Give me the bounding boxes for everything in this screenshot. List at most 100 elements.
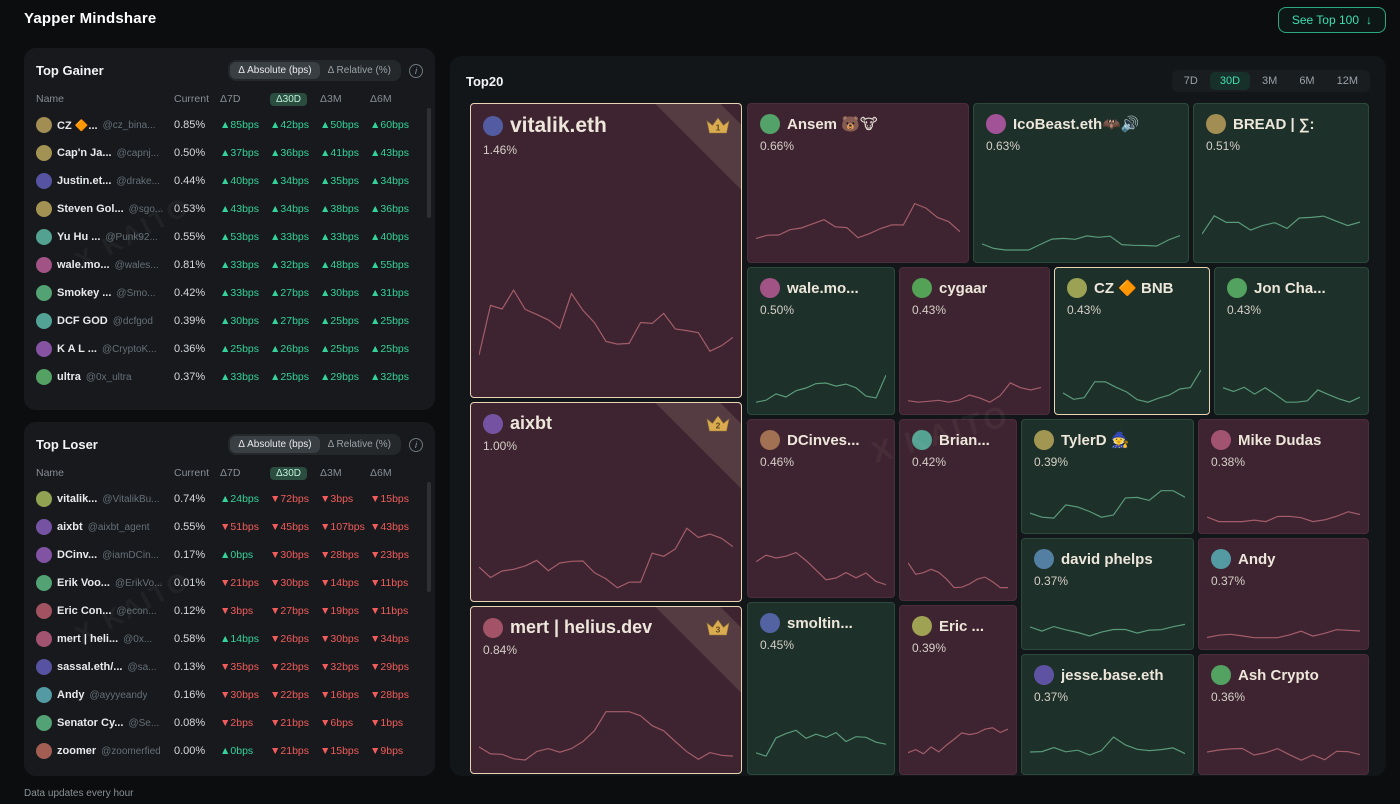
treemap-cell[interactable]: TylerD 🧙 0.39% <box>1021 419 1194 534</box>
row-delta-3m: ▼107bps <box>320 521 365 533</box>
row-delta-3m: ▼15bps <box>320 745 360 757</box>
cell-name: smoltin... <box>787 614 853 632</box>
treemap-cell[interactable]: aixbt 2 1.00% <box>470 402 742 602</box>
row-handle: @0x_ultra <box>85 371 132 383</box>
avatar <box>36 117 52 133</box>
treemap-cell[interactable]: jesse.base.eth 0.37% <box>1021 654 1194 775</box>
range-button[interactable]: 7D <box>1174 72 1208 90</box>
avatar <box>912 616 932 636</box>
avatar <box>36 313 52 329</box>
treemap-cell[interactable]: smoltin... 0.45% <box>747 602 895 775</box>
row-delta-6m: ▲25bps <box>370 343 410 355</box>
column-30d-pill[interactable]: Δ30D <box>270 467 308 480</box>
toggle-relative[interactable]: Δ Relative (%) <box>320 62 399 79</box>
table-row[interactable]: Senator Cy... @Se... 0.08% ▼2bps ▼21bps … <box>24 709 435 737</box>
table-row[interactable]: CZ 🔶... @cz_bina... 0.85% ▲85bps ▲42bps … <box>24 111 435 139</box>
table-row[interactable]: Eric Con... @econ... 0.12% ▼3bps ▼27bps … <box>24 597 435 625</box>
row-delta-6m: ▲60bps <box>370 119 410 131</box>
row-delta-7d: ▼51bps <box>220 521 260 533</box>
table-row[interactable]: Justin.et... @drake... 0.44% ▲40bps ▲34b… <box>24 167 435 195</box>
row-handle: @zoomerfied <box>101 745 161 757</box>
info-icon[interactable]: i <box>409 437 423 452</box>
row-delta-3m: ▲33bps <box>320 231 360 243</box>
treemap-cell[interactable]: Ash Crypto 0.36% <box>1198 654 1369 775</box>
see-top-100-button[interactable]: See Top 100 ↓ <box>1277 7 1386 33</box>
table-row[interactable]: zoomer @zoomerfied 0.00% ▲0bps ▼21bps ▼1… <box>24 737 435 765</box>
row-delta-7d: ▲14bps <box>220 633 260 645</box>
table-row[interactable]: mert | heli... @0x... 0.58% ▲14bps ▼26bp… <box>24 625 435 653</box>
treemap-cell[interactable]: Eric ... 0.39% <box>899 605 1017 775</box>
table-row[interactable]: Steven Gol... @sgo... 0.53% ▲43bps ▲34bp… <box>24 195 435 223</box>
table-row[interactable]: Andy @ayyyeandy 0.16% ▼30bps ▼22bps ▼16b… <box>24 681 435 709</box>
treemap-cell[interactable]: Brian... 0.42% <box>899 419 1017 601</box>
row-name: Andy <box>57 689 85 701</box>
treemap-cell[interactable]: Andy 0.37% <box>1198 538 1369 650</box>
treemap-cell[interactable]: cygaar 0.43% <box>899 267 1050 415</box>
table-row[interactable]: ultra @0x_ultra 0.37% ▲33bps ▲25bps ▲29b… <box>24 363 435 391</box>
sparkline <box>908 382 1041 403</box>
row-delta-7d: ▼2bps <box>220 717 254 729</box>
treemap-cell[interactable]: wale.mo... 0.50% <box>747 267 895 415</box>
treemap-cell[interactable]: BREAD | ∑: 0.51% <box>1193 103 1369 263</box>
treemap-cell[interactable]: david phelps 0.37% <box>1021 538 1194 650</box>
row-handle: @0x... <box>123 633 153 645</box>
row-delta-3m: ▲30bps <box>320 287 360 299</box>
range-button[interactable]: 3M <box>1252 72 1287 90</box>
toggle-absolute[interactable]: Δ Absolute (bps) <box>230 436 320 453</box>
treemap-cell[interactable]: vitalik.eth 1 1.46% <box>470 103 742 398</box>
sparkline <box>756 374 886 403</box>
row-handle: @cz_bina... <box>102 119 156 131</box>
cell-value: 0.63% <box>986 139 1021 153</box>
range-button[interactable]: 6M <box>1289 72 1324 90</box>
table-row[interactable]: sassal.eth/... @sa... 0.13% ▼35bps ▼22bp… <box>24 653 435 681</box>
toggle-absolute[interactable]: Δ Absolute (bps) <box>230 62 320 79</box>
avatar <box>36 341 52 357</box>
arrow-down-icon: ↓ <box>1366 13 1372 27</box>
row-delta-7d: ▲25bps <box>220 343 260 355</box>
table-row[interactable]: DCinv... @iamDCin... 0.17% ▲0bps ▼30bps … <box>24 541 435 569</box>
table-row[interactable]: wale.mo... @wales... 0.81% ▲33bps ▲32bps… <box>24 251 435 279</box>
row-delta-7d: ▲33bps <box>220 259 260 271</box>
row-delta-30d: ▲33bps <box>270 231 310 243</box>
scrollbar[interactable] <box>427 482 431 592</box>
table-row[interactable]: aixbt @aixbt_agent 0.55% ▼51bps ▼45bps ▼… <box>24 513 435 541</box>
table-row[interactable]: Cap'n Ja... @capnj... 0.50% ▲37bps ▲36bp… <box>24 139 435 167</box>
treemap-cell[interactable]: mert | helius.dev 3 0.84% <box>470 606 742 774</box>
range-button[interactable]: 30D <box>1209 72 1251 90</box>
row-name: Senator Cy... <box>57 717 124 729</box>
range-button[interactable]: 12M <box>1327 72 1368 90</box>
row-delta-3m: ▼32bps <box>320 661 360 673</box>
column-30d-pill[interactable]: Δ30D <box>270 93 308 106</box>
table-row[interactable]: vitalik... @VitalikBu... 0.74% ▲24bps ▼7… <box>24 485 435 513</box>
avatar <box>36 173 52 189</box>
row-name: aixbt <box>57 521 83 533</box>
treemap-cell[interactable]: Mike Dudas 0.38% <box>1198 419 1369 534</box>
row-name: K A L ... <box>57 343 97 355</box>
table-header: Name Current Δ7D Δ30D Δ3M Δ6M <box>24 463 435 485</box>
cell-value: 0.46% <box>760 455 795 469</box>
treemap-cell[interactable]: Jon Cha... 0.43% <box>1214 267 1369 415</box>
row-delta-30d: ▲26bps <box>270 343 310 355</box>
treemap-cell[interactable]: DCinves... 0.46% <box>747 419 895 598</box>
treemap-cell[interactable]: CZ 🔶 BNB 0.43% <box>1054 267 1210 415</box>
avatar <box>483 617 503 638</box>
toggle-relative[interactable]: Δ Relative (%) <box>320 436 399 453</box>
info-icon[interactable]: i <box>409 63 423 78</box>
table-row[interactable]: Erik Voo... @ErikVo... 0.01% ▼21bps ▼30b… <box>24 569 435 597</box>
sparkline <box>1063 369 1201 403</box>
avatar <box>36 257 52 273</box>
table-row[interactable]: Yu Hu ... @Punk92... 0.55% ▲53bps ▲33bps… <box>24 223 435 251</box>
treemap-cell[interactable]: IcoBeast.eth🦇🔊 0.63% <box>973 103 1189 263</box>
row-current: 0.37% <box>174 371 206 383</box>
scrollbar[interactable] <box>427 108 431 218</box>
table-row[interactable]: Smokey ... @Smo... 0.42% ▲33bps ▲27bps ▲… <box>24 279 435 307</box>
cell-value: 0.37% <box>1211 574 1246 588</box>
row-handle: @wales... <box>114 259 159 271</box>
table-row[interactable]: DCF GOD @dcfgod 0.39% ▲30bps ▲27bps ▲25b… <box>24 307 435 335</box>
treemap-cell[interactable]: Ansem 🐻🐮 0.66% <box>747 103 969 263</box>
row-name: zoomer <box>57 745 97 757</box>
crown-icon: 3 <box>706 618 730 635</box>
row-delta-3m: ▼6bps <box>320 717 354 729</box>
sparkline <box>1207 629 1360 639</box>
table-row[interactable]: K A L ... @CryptoK... 0.36% ▲25bps ▲26bp… <box>24 335 435 363</box>
